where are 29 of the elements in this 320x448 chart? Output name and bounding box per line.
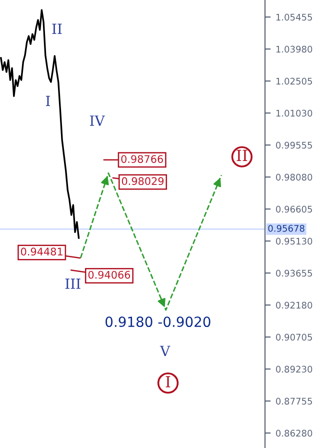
y-tick-label: 0.90705 [276,334,312,341]
y-tick-label: 1.03980 [276,46,312,53]
annotation: 0.94481 [20,248,62,256]
y-tick-label: 1.01030 [276,110,312,117]
annotation: II [52,24,62,34]
y-tick-label: 1.02505 [276,78,312,85]
y-tick-label: 0.95130 [276,238,312,245]
y-tick-label: 1.05455 [276,14,312,21]
annotation: IV [90,116,105,126]
annotation: II [236,150,248,162]
y-tick-label: 0.87755 [276,398,312,405]
line-series [80,172,222,311]
y-tick-label: 0.96605 [276,206,312,213]
y-tick-label: 0.99555 [276,142,312,149]
annotation: 0.98766 [121,155,163,163]
y-tick-label: 0.93655 [276,270,312,277]
annotation: I [166,376,170,388]
annotation: 0.98029 [122,177,164,186]
ref-line-label: 0.95678 [268,224,304,232]
y-tick-label: 0.89230 [276,366,312,373]
annotation: 0.94066 [88,270,130,279]
annotation: V [160,346,170,356]
y-tick-label: 0.86280 [276,430,312,437]
annotation: 0.9180 -0.9020 [106,316,210,328]
y-tick-label: 0.98080 [276,174,312,181]
annotation: III [65,278,80,289]
annotation: I [46,96,50,106]
y-tick-label: 0.92180 [276,302,312,309]
line-series [0,9,80,239]
